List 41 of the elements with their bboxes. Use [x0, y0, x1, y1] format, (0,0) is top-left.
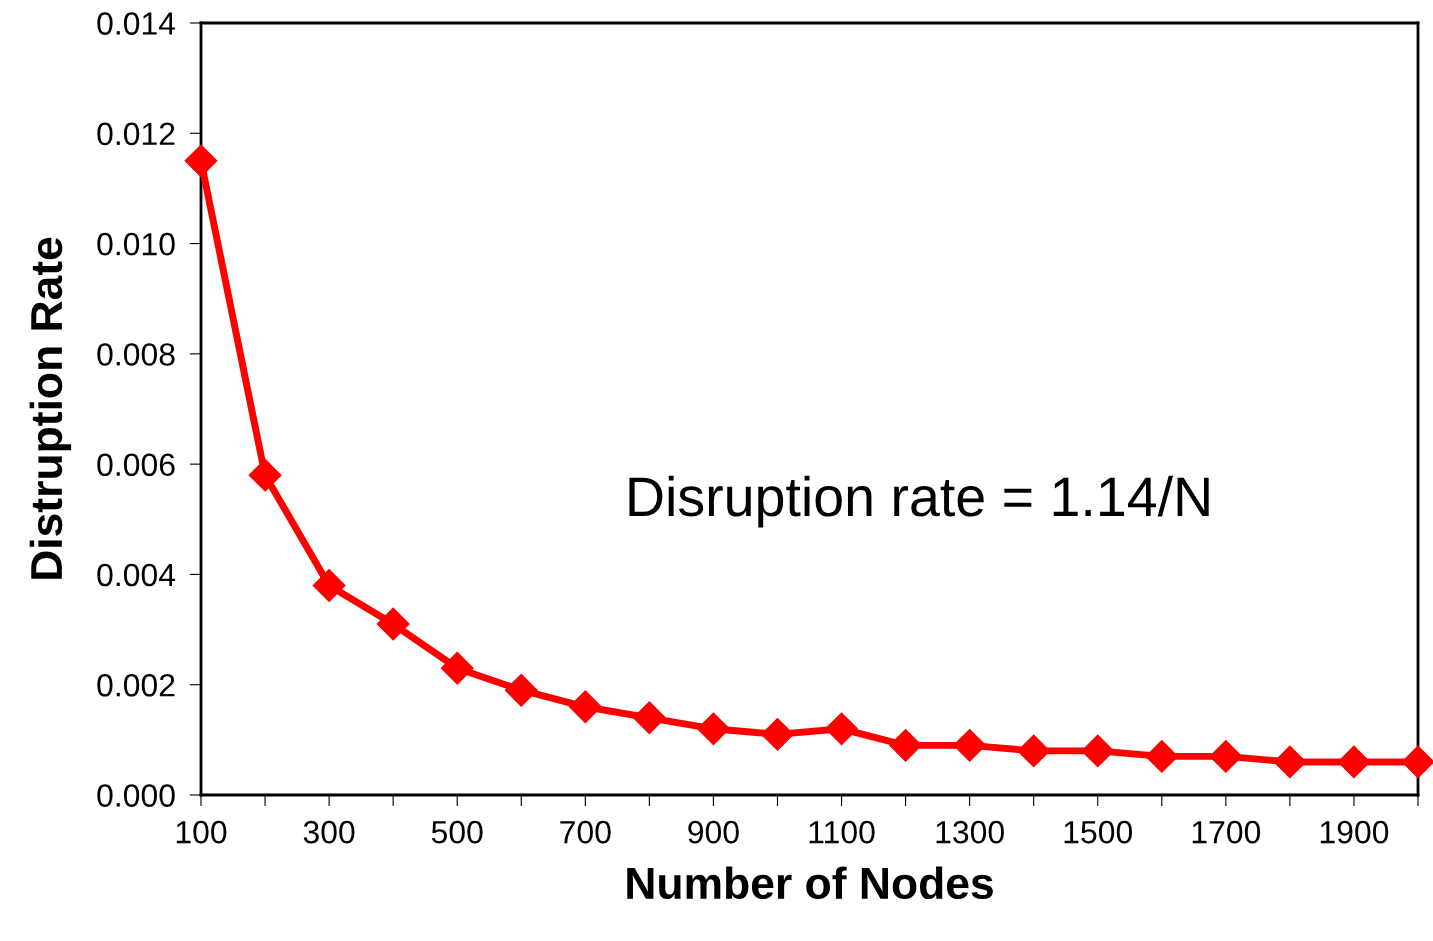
annotation: Disruption rate = 1.14/N	[629, 475, 1209, 528]
y-tick-label: 0.010	[97, 232, 175, 256]
x-axis-title: Number of Nodes	[627, 866, 993, 900]
y-tick-label: 0.002	[97, 673, 175, 697]
y-tick-label: 0.006	[97, 453, 175, 477]
point	[184, 144, 218, 178]
y-tick-label: 0.008	[97, 343, 175, 366]
point	[440, 651, 474, 685]
y-tick-label: 0.012	[97, 122, 175, 146]
point	[1209, 739, 1243, 773]
point	[632, 701, 666, 735]
y-tick-label: 0.014	[97, 12, 176, 35]
point	[697, 712, 730, 746]
point	[1401, 745, 1433, 779]
point	[1273, 745, 1307, 779]
point	[1337, 745, 1371, 779]
x-tick-label: 700	[560, 820, 611, 844]
point	[248, 458, 282, 492]
x-tick-label: 300	[303, 820, 355, 844]
y-axis-title: Distruption Rate	[29, 237, 72, 579]
x-tick-label: 500	[431, 820, 483, 844]
point	[568, 690, 602, 724]
point	[312, 569, 346, 602]
x-tick-label: 1900	[1320, 820, 1389, 844]
x-tick-label: 1500	[1064, 820, 1133, 844]
x-tick-label: 1700	[1192, 820, 1261, 844]
x-tick-label: 1100	[809, 820, 875, 844]
point	[504, 673, 538, 707]
x-tick-label: 1300	[936, 820, 1004, 844]
point	[889, 728, 922, 762]
point	[1017, 734, 1051, 768]
y-tick-label: 0.004	[97, 563, 176, 587]
point	[1081, 734, 1115, 768]
point	[1145, 739, 1179, 773]
x-tick-label: 100	[176, 820, 227, 844]
point	[376, 607, 410, 641]
y-tick-label: 0.000	[97, 784, 175, 807]
x-tick-label: 900	[688, 820, 739, 844]
point	[825, 712, 858, 746]
point	[953, 728, 987, 762]
point	[761, 717, 794, 751]
